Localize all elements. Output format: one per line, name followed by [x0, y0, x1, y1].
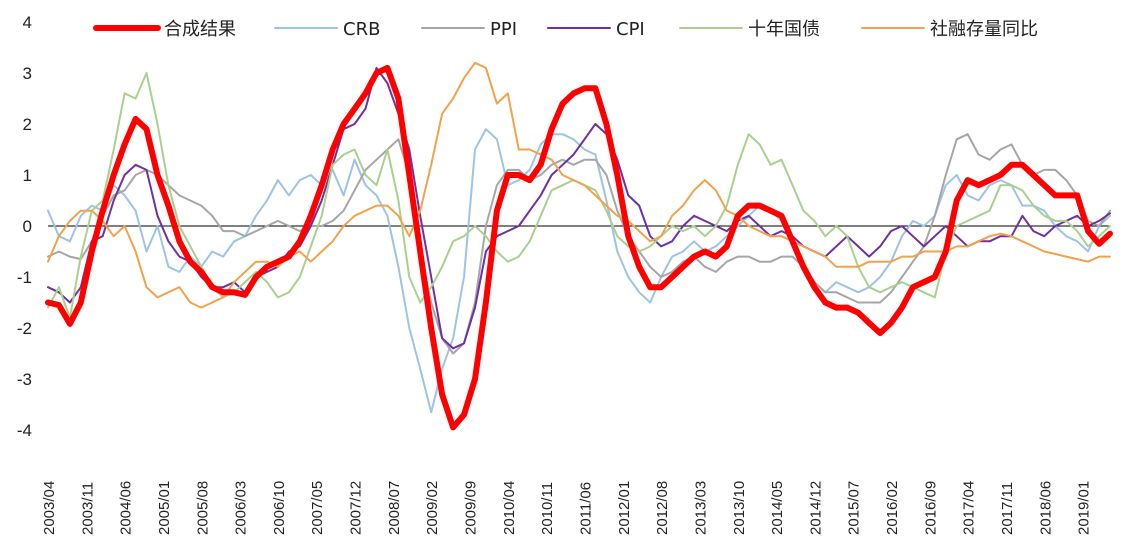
x-tick-label: 2003/11 — [79, 482, 96, 535]
x-axis: 2003/04 2003/11 2004/06 2005/01 2005/08 2006/… — [41, 481, 1093, 535]
x-tick-label: 2004/06 — [118, 481, 135, 535]
x-tick-label: 2009/02 — [424, 481, 441, 535]
legend-label-0: 合成结果 — [164, 19, 236, 40]
legend-label-3: CPI — [616, 19, 645, 40]
x-tick-label: 2007/05 — [309, 481, 326, 535]
x-tick-label: 2018/06 — [1037, 481, 1054, 535]
y-tick-label: 2 — [23, 115, 32, 134]
x-tick-label: 2006/03 — [233, 481, 250, 535]
y-tick-label: -2 — [17, 319, 32, 338]
legend-label-4: 十年国债 — [748, 19, 820, 40]
x-tick-label: 2005/08 — [194, 481, 211, 535]
y-tick-label: 1 — [23, 166, 32, 185]
series-line-5 — [47, 61, 1111, 309]
x-tick-label: 2016/09 — [922, 481, 939, 535]
x-tick-label: 2007/12 — [348, 481, 365, 535]
series-line-1 — [47, 128, 1111, 414]
x-tick-label: 2010/04 — [501, 481, 518, 535]
x-tick-label: 2012/01 — [616, 481, 633, 535]
x-tick-label: 2013/10 — [731, 481, 748, 535]
legend-label-1: CRB — [343, 19, 380, 40]
y-tick-label: 4 — [23, 13, 32, 32]
x-tick-label: 2019/01 — [1076, 481, 1093, 535]
series-layer — [45, 61, 1113, 431]
x-tick-label: 2013/03 — [692, 481, 709, 535]
x-tick-label: 2009/09 — [463, 481, 480, 535]
x-tick-label: 2014/12 — [807, 481, 824, 535]
x-tick-label: 2011/06 — [577, 482, 594, 535]
legend-label-2: PPI — [490, 19, 517, 40]
legend: 合成结果 CRB PPI CPI 十年国债 社融存量同比 — [93, 19, 1038, 40]
y-tick-label: 0 — [23, 217, 32, 236]
y-tick-label: 3 — [23, 64, 32, 83]
series-line-2 — [47, 133, 1111, 355]
x-tick-label: 2005/01 — [156, 481, 173, 535]
x-tick-label: 2006/10 — [271, 481, 288, 535]
legend-label-5: 社融存量同比 — [930, 19, 1038, 40]
x-tick-label: 2015/07 — [846, 481, 863, 535]
x-tick-label: 2010/11 — [539, 482, 556, 535]
y-tick-label: -4 — [17, 421, 32, 440]
y-tick-label: -1 — [17, 268, 32, 287]
x-tick-label: 2017/11 — [999, 482, 1016, 535]
series-line-0 — [45, 64, 1113, 431]
x-tick-label: 2014/05 — [769, 481, 786, 535]
x-tick-label: 2016/02 — [884, 481, 901, 535]
x-tick-label: 2008/07 — [386, 481, 403, 535]
series-line-3 — [47, 66, 1111, 350]
x-tick-label: 2003/04 — [41, 481, 58, 535]
y-axis: -4 -3 -2 -1 0 1 2 3 4 — [17, 13, 32, 440]
x-tick-label: 2012/08 — [654, 481, 671, 535]
y-tick-label: -3 — [17, 370, 32, 389]
x-tick-label: 2017/04 — [961, 481, 978, 535]
